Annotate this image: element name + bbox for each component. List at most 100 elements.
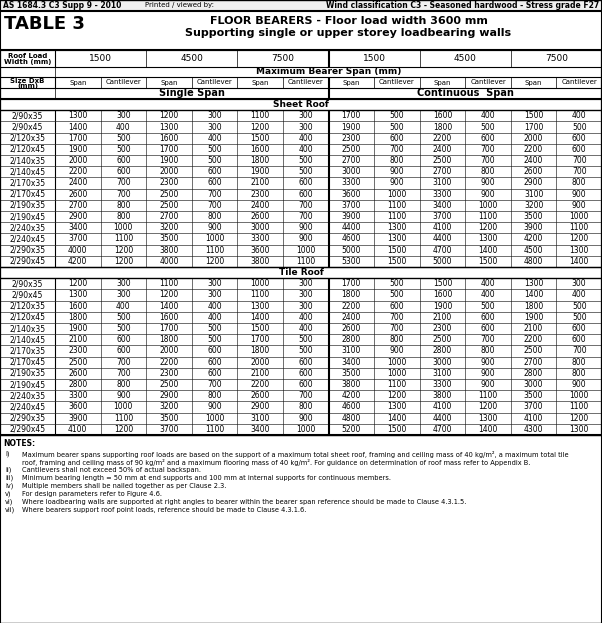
Text: 3800: 3800	[250, 257, 270, 266]
Text: 2300: 2300	[68, 346, 87, 356]
Text: 3800: 3800	[160, 245, 179, 255]
Text: 5200: 5200	[341, 425, 361, 434]
Text: 300: 300	[572, 279, 586, 288]
Text: 1900: 1900	[524, 313, 544, 322]
Text: 2600: 2600	[68, 369, 87, 378]
Text: 500: 500	[299, 346, 313, 356]
Text: 2/140x45: 2/140x45	[10, 168, 46, 176]
Text: Cantilever: Cantilever	[561, 80, 597, 85]
Text: 300: 300	[207, 123, 222, 131]
Text: 3500: 3500	[341, 369, 361, 378]
Text: 2500: 2500	[160, 201, 179, 210]
Text: 300: 300	[116, 279, 131, 288]
Text: 1300: 1300	[479, 234, 498, 244]
Text: 400: 400	[299, 134, 313, 143]
Text: 3500: 3500	[159, 234, 179, 244]
Text: 2/240x45: 2/240x45	[10, 402, 46, 412]
Text: 1100: 1100	[114, 234, 133, 244]
Text: 500: 500	[389, 112, 404, 120]
Text: 1400: 1400	[524, 290, 544, 300]
Text: 3700: 3700	[341, 201, 361, 210]
Text: 900: 900	[116, 391, 131, 401]
Text: 1000: 1000	[296, 245, 315, 255]
Text: 3000: 3000	[250, 223, 270, 232]
Text: 1100: 1100	[250, 112, 270, 120]
Text: 3800: 3800	[341, 380, 361, 389]
Text: 3700: 3700	[159, 425, 179, 434]
Text: 1700: 1700	[341, 279, 361, 288]
Text: 700: 700	[116, 369, 131, 378]
Text: 1800: 1800	[342, 290, 361, 300]
Text: 4500: 4500	[181, 54, 203, 63]
Text: 700: 700	[207, 201, 222, 210]
Text: 600: 600	[572, 145, 586, 154]
Text: 1000: 1000	[569, 212, 589, 221]
Text: 900: 900	[207, 402, 222, 412]
Text: 300: 300	[299, 302, 313, 311]
Text: 1400: 1400	[68, 123, 87, 131]
Text: 600: 600	[389, 302, 404, 311]
Text: 500: 500	[572, 302, 586, 311]
Text: 600: 600	[116, 346, 131, 356]
Text: 1500: 1500	[479, 257, 498, 266]
Text: 800: 800	[572, 369, 586, 378]
Text: 3600: 3600	[341, 189, 361, 199]
Text: 500: 500	[299, 168, 313, 176]
Text: 2300: 2300	[160, 369, 179, 378]
Text: 300: 300	[207, 290, 222, 300]
Text: iii): iii)	[5, 475, 13, 482]
Text: 5300: 5300	[341, 257, 361, 266]
Text: 800: 800	[389, 335, 404, 345]
Text: 1300: 1300	[387, 223, 406, 232]
Text: 1700: 1700	[160, 145, 179, 154]
Text: 1700: 1700	[68, 134, 87, 143]
Text: 2500: 2500	[68, 358, 87, 367]
Text: 1700: 1700	[250, 335, 270, 345]
Text: 2600: 2600	[524, 168, 544, 176]
Text: 1700: 1700	[341, 112, 361, 120]
Text: 1500: 1500	[89, 54, 112, 63]
Text: 300: 300	[207, 279, 222, 288]
Text: 1400: 1400	[479, 245, 498, 255]
Text: Continuous  Span: Continuous Span	[417, 88, 514, 98]
Text: 1000: 1000	[387, 358, 406, 367]
Text: 3100: 3100	[524, 189, 544, 199]
Text: 2/120x35: 2/120x35	[10, 134, 46, 143]
Text: 1600: 1600	[68, 302, 87, 311]
Text: 400: 400	[207, 134, 222, 143]
Text: 1300: 1300	[160, 123, 179, 131]
Text: 1000: 1000	[479, 201, 498, 210]
Text: 700: 700	[116, 358, 131, 367]
Text: 2/290x45: 2/290x45	[10, 425, 46, 434]
Text: 600: 600	[116, 156, 131, 165]
Text: 600: 600	[116, 168, 131, 176]
Text: Span: Span	[252, 80, 269, 85]
Text: 3000: 3000	[341, 168, 361, 176]
Text: 3000: 3000	[433, 358, 452, 367]
Text: 700: 700	[389, 313, 404, 322]
Text: 600: 600	[572, 335, 586, 345]
Text: Width (mm): Width (mm)	[4, 59, 51, 65]
Text: 400: 400	[299, 145, 313, 154]
Text: Maximum bearer spans supporting roof loads are based on the support of a maximum: Maximum bearer spans supporting roof loa…	[22, 451, 569, 458]
Text: 2300: 2300	[250, 189, 270, 199]
Text: 1700: 1700	[160, 324, 179, 333]
Text: 1300: 1300	[68, 112, 87, 120]
Text: i): i)	[5, 451, 10, 457]
Text: Span: Span	[525, 80, 542, 85]
Text: 2/120x45: 2/120x45	[10, 145, 46, 154]
Text: 800: 800	[572, 179, 586, 188]
Text: 2500: 2500	[433, 156, 452, 165]
Text: 1300: 1300	[387, 402, 406, 412]
Text: Where bearers support roof point loads, reference should be made to Clause 4.3.1: Where bearers support roof point loads, …	[22, 507, 306, 513]
Text: 1600: 1600	[433, 290, 452, 300]
Text: ii): ii)	[5, 467, 11, 473]
Text: 600: 600	[572, 134, 586, 143]
Text: 300: 300	[116, 112, 131, 120]
Text: 3200: 3200	[160, 402, 179, 412]
Text: 3900: 3900	[341, 212, 361, 221]
Text: 4700: 4700	[433, 425, 452, 434]
Text: 7500: 7500	[545, 54, 568, 63]
Text: 3500: 3500	[524, 391, 544, 401]
Text: 700: 700	[572, 156, 586, 165]
